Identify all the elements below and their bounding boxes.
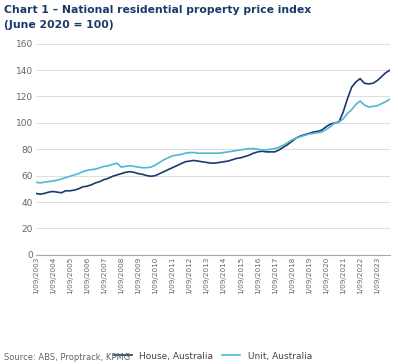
House, Australia xyxy=(59,191,64,195)
Text: (June 2020 = 100): (June 2020 = 100) xyxy=(4,20,113,30)
Unit, Australia xyxy=(59,177,64,181)
Unit, Australia xyxy=(195,151,200,155)
House, Australia xyxy=(388,68,392,72)
Unit, Australia xyxy=(38,181,43,185)
House, Australia xyxy=(195,159,200,163)
Unit, Australia xyxy=(324,127,328,132)
House, Australia xyxy=(324,124,328,129)
Unit, Australia xyxy=(42,180,47,185)
Unit, Australia xyxy=(213,151,217,155)
Text: Chart 1 – National residential property price index: Chart 1 – National residential property … xyxy=(4,5,311,15)
House, Australia xyxy=(306,131,311,135)
Line: House, Australia: House, Australia xyxy=(36,70,390,194)
House, Australia xyxy=(42,191,47,195)
Line: Unit, Australia: Unit, Australia xyxy=(36,99,390,183)
House, Australia xyxy=(213,161,217,165)
Unit, Australia xyxy=(306,132,311,136)
House, Australia xyxy=(33,191,38,195)
Legend: House, Australia, Unit, Australia: House, Australia, Unit, Australia xyxy=(110,348,316,364)
Text: Source: ABS, Proptrack, KPMG: Source: ABS, Proptrack, KPMG xyxy=(4,353,130,362)
House, Australia xyxy=(38,192,43,196)
Unit, Australia xyxy=(388,97,392,101)
Unit, Australia xyxy=(33,180,38,185)
